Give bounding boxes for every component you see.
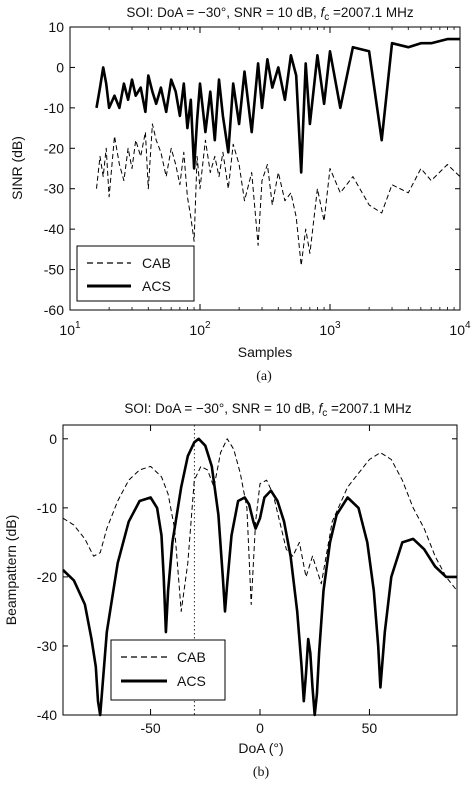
chart-a-legend-cab-label: CAB <box>142 255 171 271</box>
chart-a-ytick-label: -20 <box>44 140 64 156</box>
chart-b-ytick-label: -10 <box>37 500 57 516</box>
chart-a-title: SOI: DoA = −30°, SNR = 10 dB, fc =2007.1… <box>126 5 414 23</box>
chart-b-yaxis: 0 -10 -20 -30 -40 <box>37 431 457 723</box>
chart-b-ytick-label: -30 <box>37 638 57 654</box>
chart-a-xlabel: Samples <box>238 344 292 360</box>
chart-a-legend-box <box>76 245 195 302</box>
chart-b-series-line-cab <box>62 438 458 612</box>
chart-b-series <box>62 437 458 717</box>
chart-a-ytick-label: -30 <box>44 181 64 197</box>
chart-b-xtick-label: -50 <box>140 720 160 736</box>
chart-a-xtick-label: 101 <box>59 320 81 338</box>
chart-a-ytick-label: -50 <box>44 262 64 278</box>
chart-a-ytick-label: -40 <box>44 221 64 237</box>
chart-b-ytick-label: -20 <box>37 569 57 585</box>
chart-b: SOI: DoA = −30°, SNR = 10 dB, fc =2007.1… <box>3 401 458 780</box>
chart-b-xaxis: -50 0 50 <box>140 425 377 736</box>
chart-b-xlabel: DoA (°) <box>238 740 283 756</box>
chart-b-legend-cab-label: CAB <box>177 649 206 665</box>
chart-b-ylabel: Beampattern (dB) <box>3 515 19 626</box>
chart-b-legend-acs-label: ACS <box>177 673 206 689</box>
chart-a-xaxis: 101 102 103 104 <box>59 27 471 338</box>
chart-b-legend: CAB ACS <box>110 639 226 701</box>
chart-a-yaxis: 10 0 -10 -20 -30 -40 -50 -60 <box>44 19 460 318</box>
chart-b-ytick-label: -40 <box>37 707 57 723</box>
chart-b-xtick-label: 0 <box>256 720 264 736</box>
chart-a-ytick-label: 0 <box>56 59 64 75</box>
chart-a-caption: (a) <box>256 369 272 384</box>
chart-a-xtick-label: 103 <box>319 320 341 338</box>
chart-b-xtick-label: 50 <box>362 720 378 736</box>
chart-a-xtick-label: 104 <box>449 320 471 338</box>
chart-a-ytick-label: 10 <box>48 19 64 35</box>
chart-a-ylabel: SINR (dB) <box>9 136 25 200</box>
chart-b-ytick-label: 0 <box>49 431 57 447</box>
chart-a-ytick-label: -60 <box>44 302 64 318</box>
chart-b-series-line-acs <box>62 437 457 717</box>
chart-a-series-line-cab <box>96 123 461 266</box>
chart-b-legend-box <box>110 639 226 701</box>
chart-a-series <box>95 37 461 266</box>
chart-a-ytick-label: -10 <box>44 100 64 116</box>
chart-a-legend-acs-label: ACS <box>142 278 171 294</box>
chart-a-xtick-label: 102 <box>189 320 211 338</box>
chart-a: SOI: DoA = −30°, SNR = 10 dB, fc =2007.1… <box>9 5 471 384</box>
chart-a-series-line-acs <box>95 37 460 174</box>
chart-b-title: SOI: DoA = −30°, SNR = 10 dB, fc =2007.1… <box>124 401 412 419</box>
chart-b-caption: (b) <box>253 765 270 780</box>
chart-a-legend: CAB ACS <box>76 245 195 302</box>
